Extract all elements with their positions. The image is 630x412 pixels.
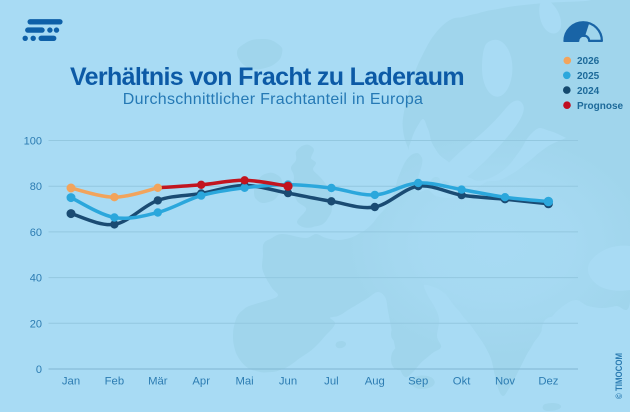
svg-text:60: 60 — [30, 227, 42, 239]
svg-text:Dez: Dez — [538, 376, 558, 388]
svg-text:© TIMOCOM: © TIMOCOM — [614, 353, 624, 399]
svg-text:Mai: Mai — [235, 376, 253, 388]
svg-text:Sep: Sep — [408, 376, 428, 388]
svg-text:40: 40 — [30, 273, 42, 285]
svg-text:2026: 2026 — [577, 56, 600, 67]
svg-text:Prognose: Prognose — [577, 101, 624, 112]
svg-text:Nov: Nov — [495, 376, 515, 388]
svg-text:Apr: Apr — [192, 376, 210, 388]
svg-text:20: 20 — [30, 318, 42, 330]
svg-text:Jun: Jun — [279, 376, 297, 388]
svg-text:Aug: Aug — [365, 376, 385, 388]
svg-text:2024: 2024 — [577, 86, 600, 97]
svg-text:100: 100 — [24, 136, 42, 148]
svg-text:0: 0 — [36, 364, 42, 376]
svg-text:Okt: Okt — [453, 376, 471, 388]
svg-text:Mär: Mär — [148, 376, 168, 388]
svg-text:Feb: Feb — [105, 376, 124, 388]
svg-text:Jul: Jul — [324, 376, 338, 388]
svg-text:2025: 2025 — [577, 71, 600, 82]
svg-text:Jan: Jan — [62, 376, 80, 388]
svg-text:80: 80 — [30, 181, 42, 193]
